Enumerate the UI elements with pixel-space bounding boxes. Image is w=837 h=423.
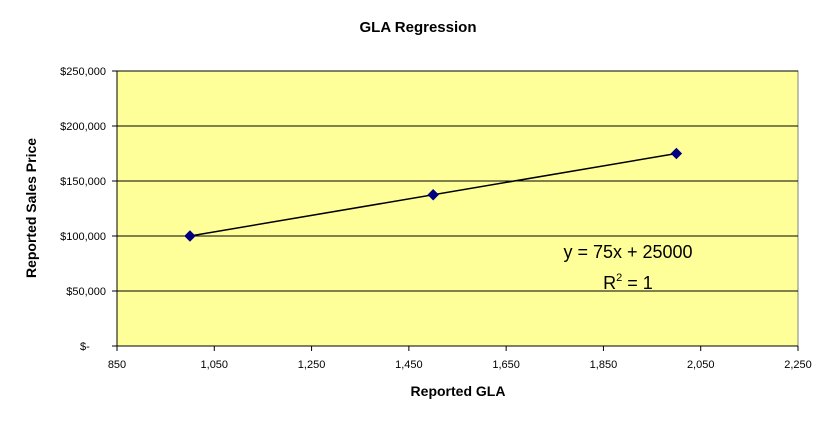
axes — [116, 71, 798, 347]
data-point — [427, 189, 439, 201]
x-axis-label: Reported GLA — [411, 383, 506, 399]
y-tick-label: $150,000 — [60, 176, 106, 188]
data-point — [670, 147, 683, 160]
y-tick-label: $- — [80, 341, 90, 353]
r-squared-prefix: R — [603, 273, 616, 293]
y-tick-label: $50,000 — [66, 286, 106, 298]
grid-lines — [117, 70, 798, 292]
regression-equation: y = 75x + 25000 — [563, 242, 692, 262]
data-point — [184, 230, 196, 242]
x-tick-label: 1,050 — [201, 359, 229, 371]
y-tick-label: $100,000 — [60, 231, 106, 243]
r-squared-superscript: 2 — [616, 272, 622, 284]
x-tick-label: 1,450 — [395, 359, 423, 371]
x-tick-label: 850 — [108, 359, 126, 371]
x-tick-label: 2,050 — [687, 359, 715, 371]
y-tick-label: $200,000 — [60, 121, 106, 133]
x-tick-label: 2,250 — [784, 359, 812, 371]
plot-area — [116, 70, 799, 347]
y-axis-label: Reported Sales Price — [23, 138, 39, 278]
x-tick-label: 1,250 — [298, 359, 326, 371]
x-tick-label: 1,650 — [492, 359, 520, 371]
r-squared: R2 = 1 — [603, 272, 653, 293]
x-ticks: 850 1,050 1,250 1,450 1,650 1,850 2,050 2,250 — [108, 346, 812, 371]
series-points — [184, 147, 683, 242]
r-squared-suffix: = 1 — [622, 273, 653, 293]
y-ticks: $- $50,000 $100,000 $150,000 $200,000 $250,00… — [60, 66, 117, 353]
y-tick-label: $250,000 — [60, 66, 106, 78]
chart-title: GLA Regression — [360, 19, 477, 36]
x-tick-label: 1,850 — [590, 359, 618, 371]
